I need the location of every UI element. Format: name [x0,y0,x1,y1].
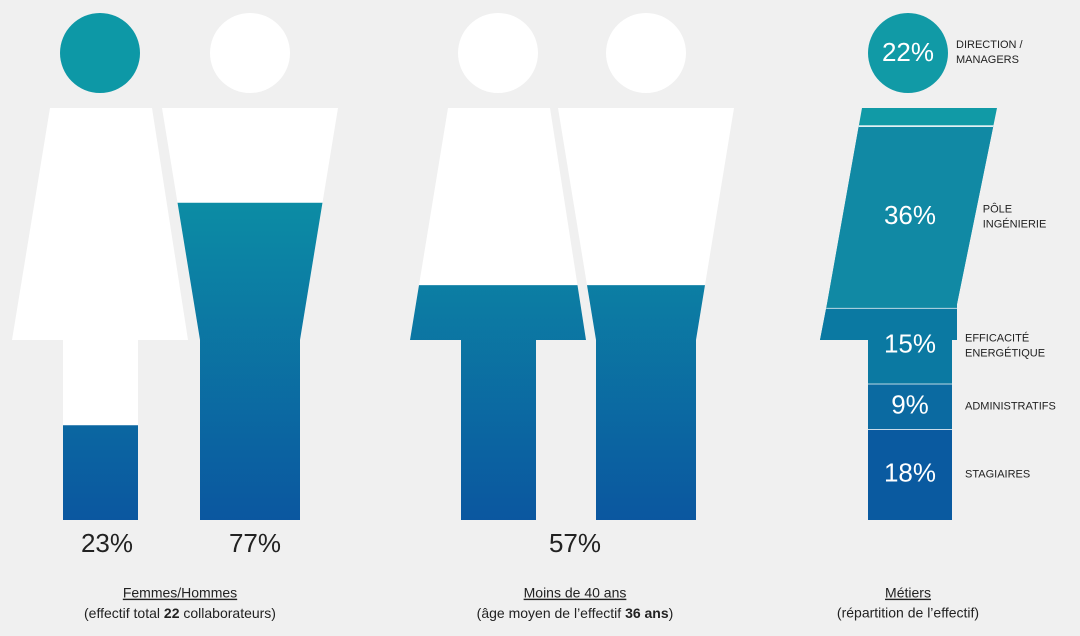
head [60,13,140,93]
note-part: (âge moyen de l’effectif [477,605,625,621]
note-part: 22 [164,605,180,621]
fill-level [410,285,586,520]
value-label: 15% [884,329,936,359]
note: (âge moyen de l’effectif 36 ans) [477,605,674,621]
label-line: ADMINISTRATIFS [965,400,1056,412]
label-line: INGÉNIERIE [983,217,1047,230]
note-part: collaborateurs) [179,605,276,621]
value-label: 57% [549,528,601,558]
caption: Femmes/Hommes [123,585,237,601]
label-line: STAGIAIRES [965,468,1030,480]
body [12,108,188,520]
segment-label: EFFICACITÉ ENERGÉTIQUE [965,331,1045,359]
label-line: MANAGERS [956,54,1019,66]
segment-label: PÔLE INGÉNIERIE [983,202,1047,230]
head [868,13,948,93]
segment-label: ADMINISTRATIFS [965,400,1056,412]
note-part: (effectif total [84,605,164,621]
value-label: 18% [884,457,936,487]
segment-label: STAGIAIRES [965,468,1030,480]
value-label: 77% [229,528,281,558]
label-line: PÔLE [983,202,1012,215]
head [606,13,686,93]
fill-level [162,202,338,520]
caption: Moins de 40 ans [524,585,627,601]
segment-label: DIRECTION / MANAGERS [956,39,1024,66]
caption: Métiers [885,585,931,601]
head [210,13,290,93]
label-line: ENERGÉTIQUE [965,346,1045,359]
value-label: 23% [81,528,133,558]
note: (répartition de l’effectif) [837,605,979,621]
value-label: 22% [882,37,934,67]
note: (effectif total 22 collaborateurs) [84,605,276,621]
label-line: DIRECTION / [956,39,1024,51]
value-label: 9% [891,389,929,419]
note-part: 36 ans [625,605,669,621]
fill-level [12,425,188,520]
value-label: 36% [884,200,936,230]
head [458,13,538,93]
note-part: ) [669,605,674,621]
label-line: EFFICACITÉ [965,331,1029,344]
